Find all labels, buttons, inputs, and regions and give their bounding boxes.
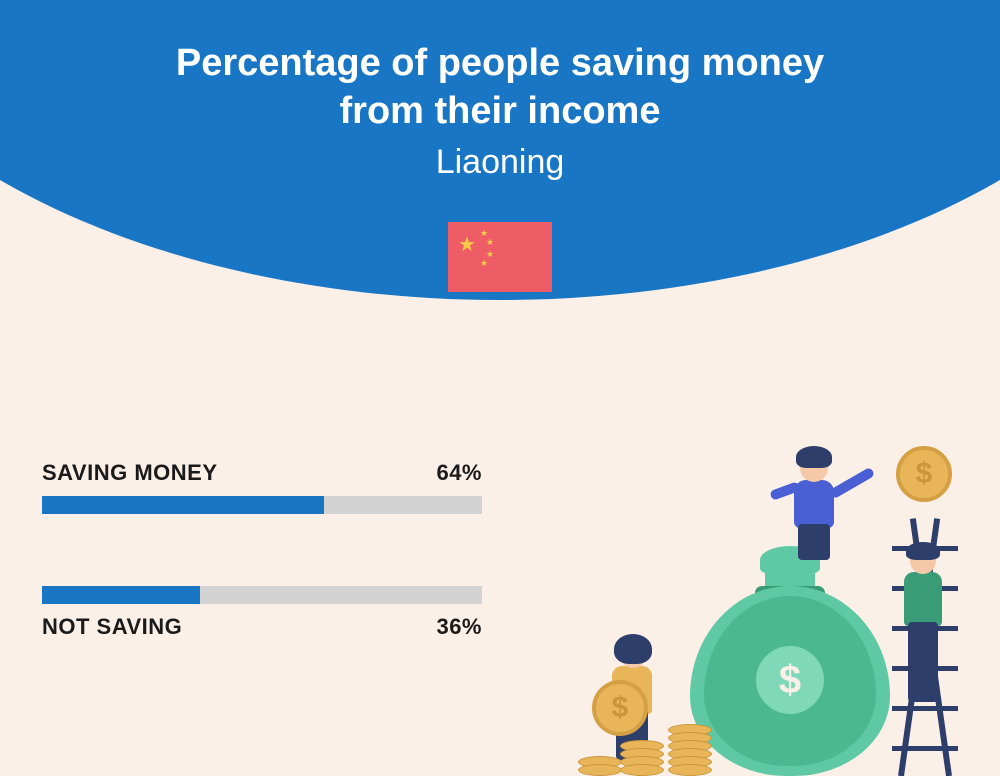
person-top-icon — [760, 436, 880, 576]
title: Percentage of people saving money from t… — [0, 40, 1000, 135]
header: Percentage of people saving money from t… — [0, 40, 1000, 182]
bar-label: SAVING MONEY — [42, 460, 218, 486]
money-bag-icon: $ — [690, 546, 890, 776]
bar-value: 36% — [436, 614, 482, 640]
bar-saving-money: SAVING MONEY 64% — [42, 460, 482, 514]
bar-fill — [42, 496, 324, 514]
bar-value: 64% — [436, 460, 482, 486]
subtitle: Liaoning — [0, 143, 1000, 182]
savings-illustration: $ $ $ — [560, 436, 980, 776]
bar-fill — [42, 586, 200, 604]
bar-not-saving: NOT SAVING 36% — [42, 586, 482, 640]
title-line1: Percentage of people saving money — [0, 40, 1000, 88]
bar-track — [42, 496, 482, 514]
title-line2: from their income — [0, 88, 1000, 136]
bar-track — [42, 586, 482, 604]
coin-stack-icon — [668, 728, 712, 776]
china-flag-icon: ★ ★ ★ ★ ★ — [448, 222, 552, 292]
coin-icon: $ — [592, 680, 648, 736]
bar-label: NOT SAVING — [42, 614, 182, 640]
person-right-icon — [890, 536, 960, 716]
bars-section: SAVING MONEY 64% NOT SAVING 36% — [42, 460, 482, 712]
coin-stack-icon — [578, 760, 622, 776]
coin-stack-icon — [620, 744, 664, 776]
coin-icon: $ — [896, 446, 952, 502]
